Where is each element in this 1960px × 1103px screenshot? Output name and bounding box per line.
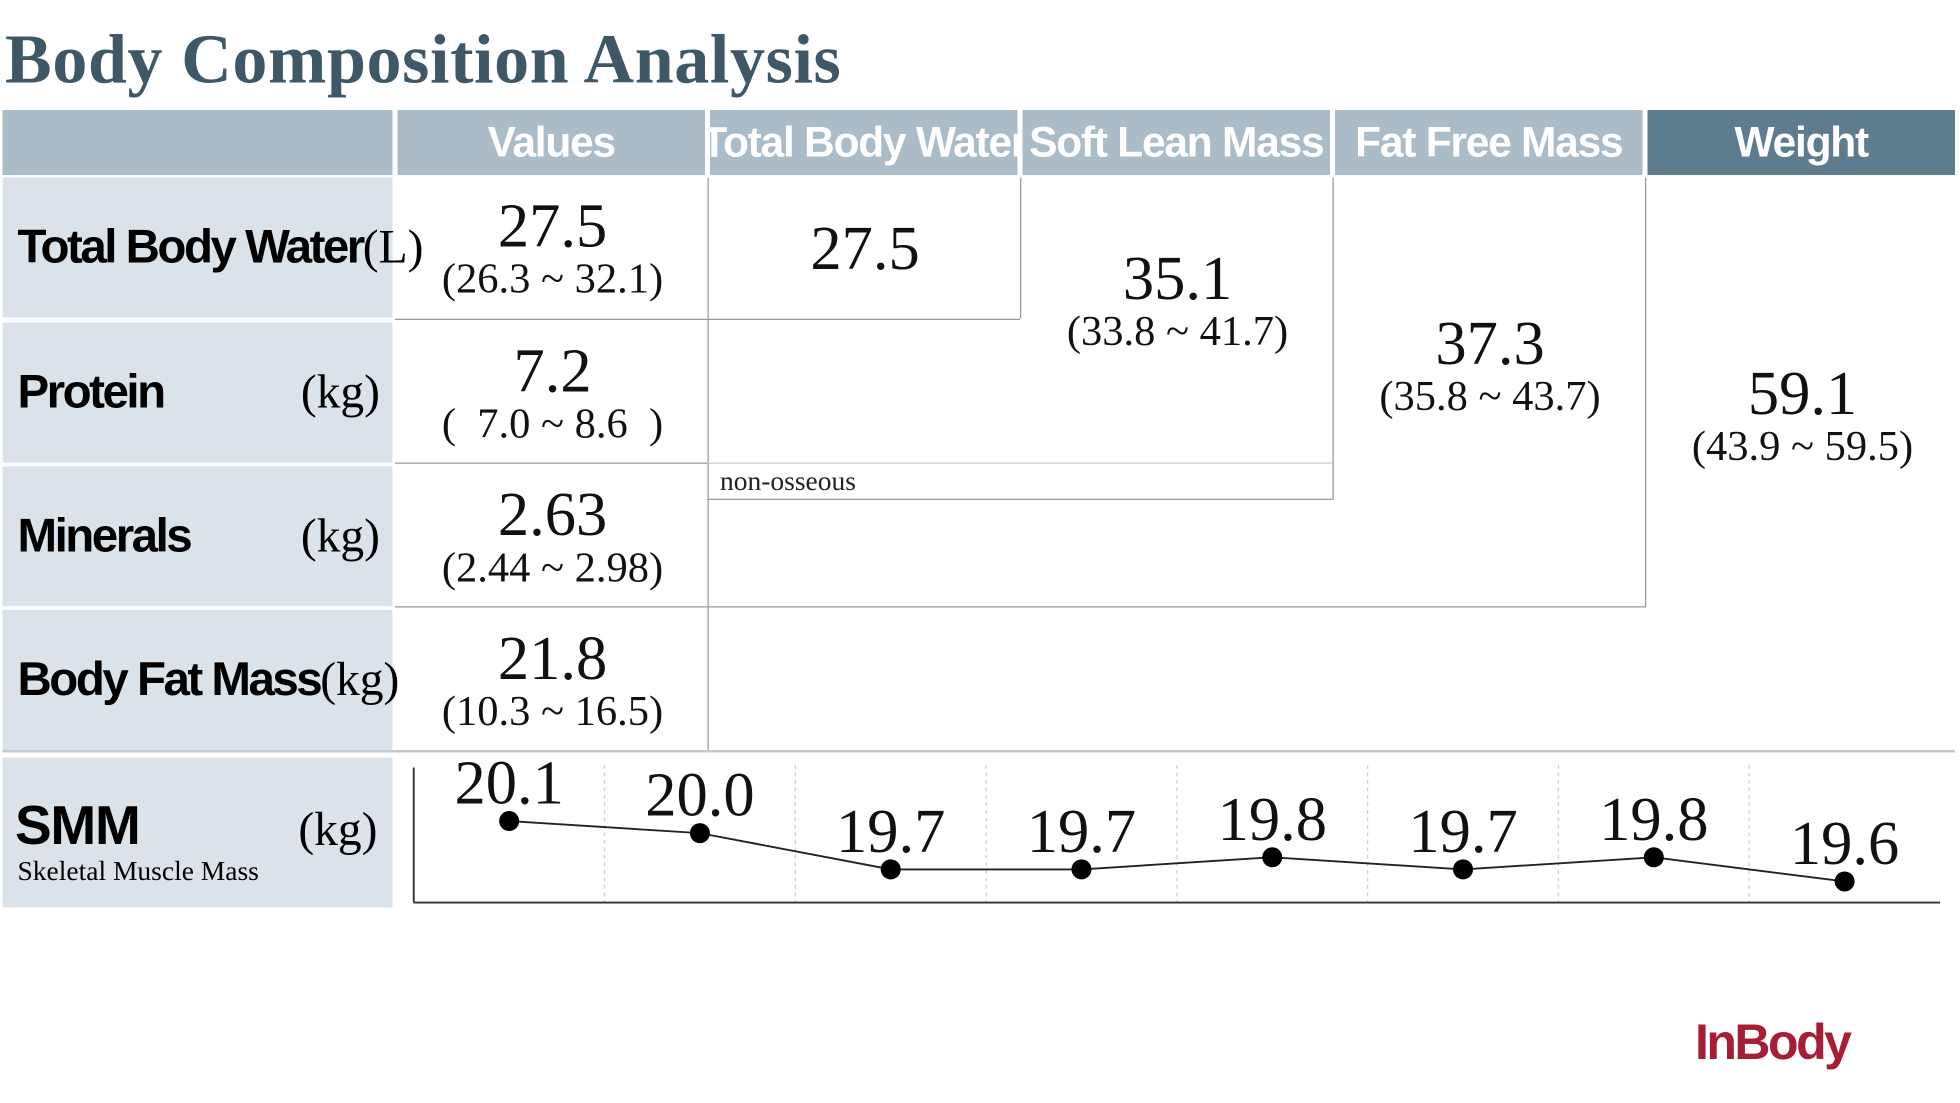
- row-name: Body Fat Mass: [17, 653, 323, 706]
- smm-data-label: 20.0: [645, 760, 754, 830]
- smm-unit: (kg): [298, 803, 378, 857]
- header-blank: [2, 110, 393, 175]
- row-name: Minerals: [17, 509, 193, 562]
- smm-series-line: [509, 820, 1845, 883]
- smm-title: SMM: [15, 795, 141, 857]
- header-total-body-water: Total Body Water: [710, 110, 1018, 175]
- value-number: 21.8: [497, 622, 608, 693]
- smm-data-label: 19.7: [1027, 796, 1136, 866]
- smm-data-point: [689, 823, 710, 844]
- grid-line: [395, 606, 1645, 608]
- cumulative-number: 35.1: [1122, 242, 1233, 313]
- grid-line: [707, 498, 1333, 500]
- value-number: 27.5: [497, 190, 608, 260]
- smm-data-point: [499, 811, 520, 832]
- grid-line: [1020, 177, 1022, 319]
- smm-data-label: 19.8: [1599, 784, 1708, 854]
- smm-data-label: 19.7: [1408, 796, 1517, 866]
- cumulative-number: 37.3: [1435, 307, 1545, 378]
- value-protein: 7.2 ( 7.0 ~ 8.6 ): [398, 323, 708, 463]
- smm-data-label: 19.6: [1790, 808, 1899, 878]
- value-range: ( 7.0 ~ 8.6 ): [441, 401, 664, 448]
- value-range: (2.44 ~ 2.98): [441, 545, 664, 592]
- grid-line: [707, 462, 1333, 464]
- smm-data-point: [880, 859, 901, 880]
- header-weight: Weight: [1647, 110, 1955, 175]
- cumulative-range: (33.8 ~ 41.7): [1066, 308, 1289, 355]
- smm-data-label: 19.8: [1218, 784, 1327, 854]
- cumulative-range: (43.9 ~ 59.5): [1691, 423, 1914, 470]
- cumulative-range: (35.8 ~ 43.7): [1379, 373, 1601, 420]
- header-fat-free-mass: Fat Free Mass: [1335, 110, 1643, 175]
- smm-label: SMM Skeletal Muscle Mass (kg): [2, 757, 393, 908]
- smm-data-point: [1453, 859, 1474, 880]
- value-number: 7.2: [513, 335, 592, 405]
- cumulative-weight: 59.1 (43.9 ~ 59.5): [1648, 340, 1958, 490]
- grid-line: [395, 318, 1020, 320]
- cumulative-total-body-water: 27.5: [710, 178, 1020, 318]
- row-unit: (kg): [320, 653, 400, 707]
- smm-data-point: [1262, 847, 1283, 868]
- page-title: Body Composition Analysis: [5, 21, 842, 99]
- value-number: 2.63: [497, 478, 608, 549]
- cumulative-number: 59.1: [1747, 357, 1858, 428]
- row-label-body-fat-mass: Body Fat Mass (kg): [2, 610, 399, 750]
- header-soft-lean-mass: Soft Lean Mass: [1022, 110, 1330, 175]
- row-label-protein: Protein (kg): [2, 322, 393, 463]
- value-range: (26.3 ~ 32.1): [441, 256, 664, 303]
- smm-data-label: 19.7: [836, 796, 945, 866]
- value-total-body-water: 27.5 (26.3 ~ 32.1): [398, 178, 708, 318]
- grid-line: [395, 462, 708, 464]
- row-unit: (L): [362, 221, 424, 274]
- row-label-total-body-water: Total Body Water (L): [2, 177, 423, 318]
- grid-line: [707, 177, 709, 750]
- value-body-fat-mass: 21.8 (10.3 ~ 16.5): [398, 610, 708, 750]
- cumulative-fat-free-mass: 37.3 (35.8 ~ 43.7): [1335, 290, 1645, 440]
- smm-data-label: 20.1: [454, 748, 563, 818]
- smm-data-point: [1834, 871, 1855, 892]
- non-osseous-note: non-osseous: [720, 465, 856, 497]
- table-bottom-line: [2, 750, 1955, 753]
- value-minerals: 2.63 (2.44 ~ 2.98): [398, 466, 708, 606]
- row-unit: (kg): [300, 510, 380, 563]
- row-name: Total Body Water: [17, 220, 366, 274]
- cumulative-number: 27.5: [810, 212, 920, 283]
- grid-line: [1645, 177, 1647, 608]
- cumulative-soft-lean-mass: 35.1 (33.8 ~ 41.7): [1023, 225, 1333, 375]
- inbody-logo: InBody: [1695, 1015, 1852, 1070]
- smm-data-point: [1071, 859, 1092, 880]
- row-label-minerals: Minerals (kg): [2, 466, 393, 607]
- row-name: Protein: [17, 365, 167, 419]
- row-unit: (kg): [300, 366, 380, 419]
- smm-subtitle: Skeletal Muscle Mass: [17, 855, 259, 887]
- smm-data-point: [1643, 847, 1664, 868]
- value-range: (10.3 ~ 16.5): [441, 688, 664, 735]
- grid-line: [1332, 177, 1334, 500]
- header-values: Values: [397, 110, 705, 175]
